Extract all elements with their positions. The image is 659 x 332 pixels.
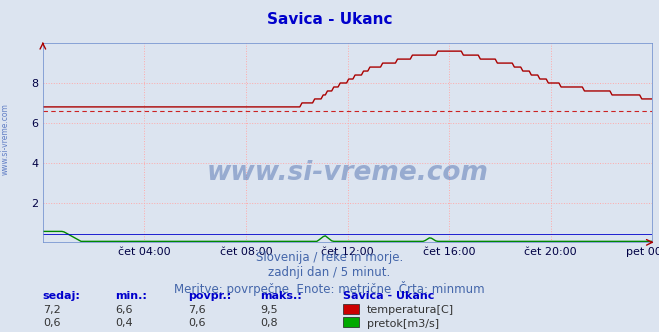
- Text: maks.:: maks.:: [260, 291, 302, 301]
- Text: temperatura[C]: temperatura[C]: [367, 305, 454, 315]
- Text: zadnji dan / 5 minut.: zadnji dan / 5 minut.: [268, 266, 391, 279]
- Text: 0,6: 0,6: [188, 318, 206, 328]
- Text: 0,6: 0,6: [43, 318, 61, 328]
- Text: Meritve: povrpečne  Enote: metrične  Črta: minmum: Meritve: povrpečne Enote: metrične Črta:…: [174, 281, 485, 295]
- Text: 9,5: 9,5: [260, 305, 278, 315]
- Text: 7,6: 7,6: [188, 305, 206, 315]
- Text: 0,8: 0,8: [260, 318, 278, 328]
- Text: www.si-vreme.com: www.si-vreme.com: [1, 104, 10, 175]
- Text: Savica - Ukanc: Savica - Ukanc: [343, 291, 434, 301]
- Text: pretok[m3/s]: pretok[m3/s]: [367, 319, 439, 329]
- Text: 0,4: 0,4: [115, 318, 133, 328]
- Text: sedaj:: sedaj:: [43, 291, 80, 301]
- Text: min.:: min.:: [115, 291, 147, 301]
- Text: povpr.:: povpr.:: [188, 291, 231, 301]
- Text: www.si-vreme.com: www.si-vreme.com: [207, 160, 488, 186]
- Text: 6,6: 6,6: [115, 305, 133, 315]
- Text: Savica - Ukanc: Savica - Ukanc: [267, 12, 392, 27]
- Text: Slovenija / reke in morje.: Slovenija / reke in morje.: [256, 251, 403, 264]
- Text: 7,2: 7,2: [43, 305, 61, 315]
